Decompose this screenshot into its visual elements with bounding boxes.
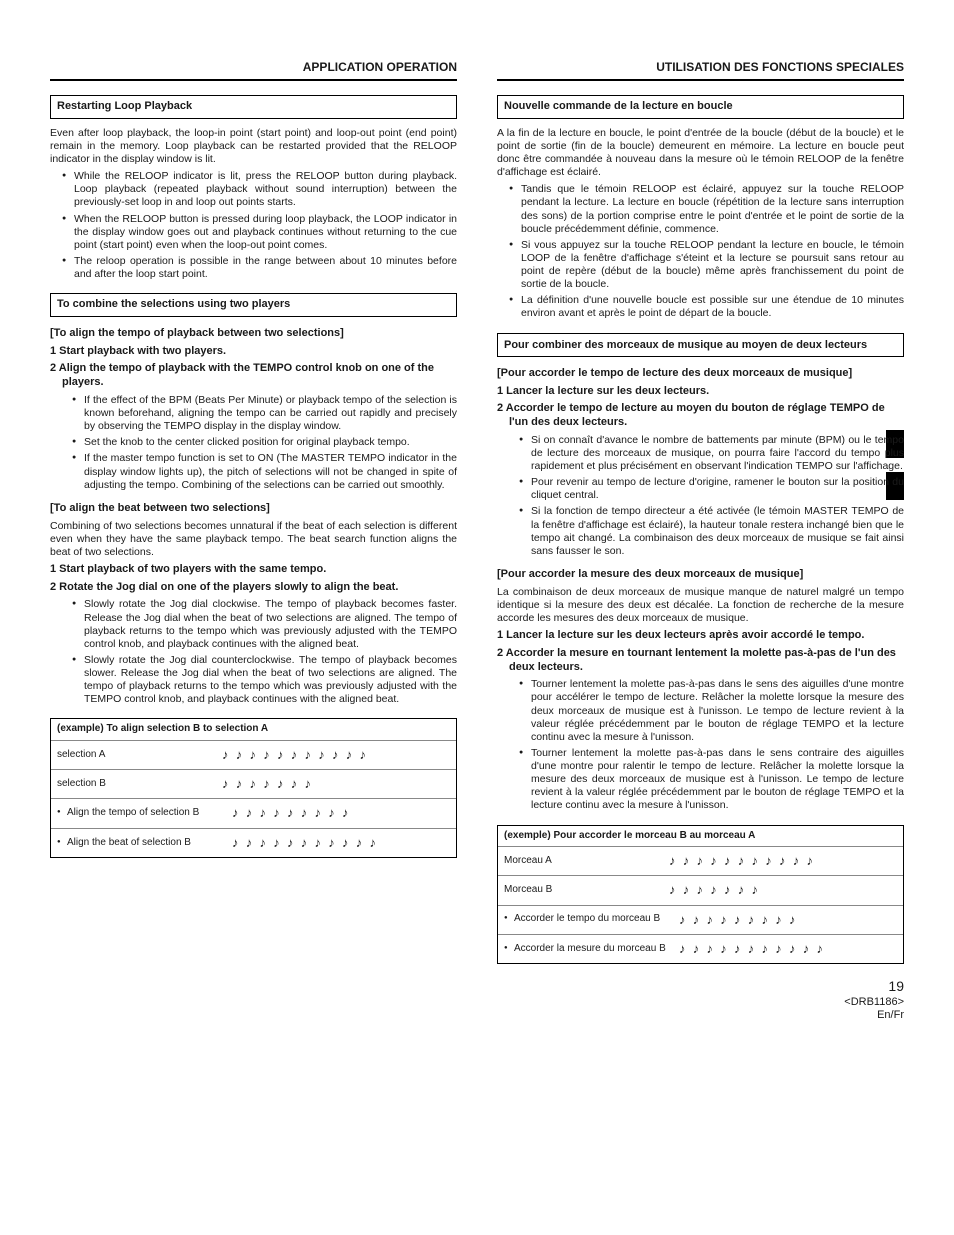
bullet: If the master tempo function is set to O…: [72, 452, 457, 491]
bullet: Slowly rotate the Jog dial counterclockw…: [72, 654, 457, 707]
subhead-accorder-mesure: [Pour accorder la mesure des deux morcea…: [497, 568, 904, 582]
accorder-mesure-sublist: Tourner lentement la molette pas-à-pas d…: [519, 678, 904, 812]
page-number: 19: [497, 978, 904, 996]
subhead-align-beat: [To align the beat between two selection…: [50, 502, 457, 516]
bullet: The reloop operation is possible in the …: [62, 255, 457, 281]
example-box-fr: (exemple) Pour accorder le morceau B au …: [497, 825, 904, 965]
ex-row-label: Morceau A: [504, 855, 669, 868]
lang-label: En/Fr: [497, 1009, 904, 1023]
page-footer: 19 <DRB1186> En/Fr: [497, 978, 904, 1023]
align-tempo-sublist: If the effect of the BPM (Beats Per Minu…: [72, 394, 457, 492]
bullet: Pour revenir au tempo de lecture d'origi…: [519, 476, 904, 502]
bullet: Si vous appuyez sur la touche RELOOP pen…: [509, 239, 904, 292]
example-title: (exemple) Pour accorder le morceau B au …: [498, 826, 903, 847]
step-1: 1 Lancer la lecture sur les deux lecteur…: [497, 385, 904, 399]
step-1b: 1 Lancer la lecture sur les deux lecteur…: [497, 629, 904, 643]
step-1: 1 Start playback with two players.: [50, 345, 457, 359]
music-notes-icon: ♪ ♪ ♪ ♪ ♪ ♪ ♪: [669, 882, 760, 898]
bullet: When the RELOOP button is pressed during…: [62, 213, 457, 252]
header-french: UTILISATION DES FONCTIONS SPECIALES: [497, 60, 904, 81]
bullet: Tandis que le témoin RELOOP est éclairé,…: [509, 183, 904, 236]
ex-row-label: Accorder le tempo du morceau B: [504, 913, 679, 926]
bullet: Tourner lentement la molette pas-à-pas d…: [519, 678, 904, 744]
step-2: 2 Accorder le tempo de lecture au moyen …: [497, 402, 904, 430]
restarting-loop-intro: Even after loop playback, the loop-in po…: [50, 127, 457, 166]
bullet: Si on connaît d'avance le nombre de batt…: [519, 434, 904, 473]
bullet: Si la fonction de tempo directeur a été …: [519, 505, 904, 558]
music-notes-icon: ♪ ♪ ♪ ♪ ♪ ♪ ♪ ♪ ♪ ♪ ♪: [222, 747, 368, 763]
bullet: If the effect of the BPM (Beats Per Minu…: [72, 394, 457, 433]
music-notes-icon: ♪ ♪ ♪ ♪ ♪ ♪ ♪ ♪ ♪ ♪ ♪: [669, 853, 815, 869]
step-1b: 1 Start playback of two players with the…: [50, 563, 457, 577]
header-english: APPLICATION OPERATION: [50, 60, 457, 81]
column-french: UTILISATION DES FONCTIONS SPECIALES Nouv…: [497, 60, 904, 1023]
step-2: 2 Align the tempo of playback with the T…: [50, 362, 457, 390]
align-beat-sublist: Slowly rotate the Jog dial clockwise. Th…: [72, 598, 457, 706]
step-2b: 2 Rotate the Jog dial on one of the play…: [50, 581, 457, 595]
nouvelle-commande-list: Tandis que le témoin RELOOP est éclairé,…: [509, 183, 904, 320]
ex-row-label: Align the beat of selection B: [57, 837, 232, 850]
page-content: APPLICATION OPERATION Restarting Loop Pl…: [50, 60, 904, 1023]
music-notes-icon: ♪ ♪ ♪ ♪ ♪ ♪ ♪ ♪ ♪ ♪ ♪: [679, 941, 825, 957]
nouvelle-commande-intro: A la fin de la lecture en boucle, le poi…: [497, 127, 904, 180]
music-notes-icon: ♪ ♪ ♪ ♪ ♪ ♪ ♪ ♪ ♪ ♪ ♪: [232, 835, 378, 851]
accorder-tempo-sublist: Si on connaît d'avance le nombre de batt…: [519, 434, 904, 558]
bullet: Set the knob to the center clicked posit…: [72, 436, 457, 449]
section-combine-selections: To combine the selections using two play…: [50, 293, 457, 317]
section-nouvelle-commande: Nouvelle commande de la lecture en boucl…: [497, 95, 904, 119]
bullet: Slowly rotate the Jog dial clockwise. Th…: [72, 598, 457, 651]
bullet: While the RELOOP indicator is lit, press…: [62, 170, 457, 209]
ex-row-label: Accorder la mesure du morceau B: [504, 943, 679, 956]
bullet: Tourner lentement la molette pas-à-pas d…: [519, 747, 904, 813]
doc-code: <DRB1186>: [497, 996, 904, 1010]
bullet: La définition d'une nouvelle boucle est …: [509, 294, 904, 320]
example-box-en: (example) To align selection B to select…: [50, 718, 457, 858]
example-title: (example) To align selection B to select…: [51, 719, 456, 740]
ex-row-label: selection A: [57, 749, 222, 762]
section-combiner-morceaux: Pour combiner des morceaux de musique au…: [497, 333, 904, 357]
section-restarting-loop: Restarting Loop Playback: [50, 95, 457, 119]
align-beat-text: Combining of two selections becomes unna…: [50, 520, 457, 559]
ex-row-label: Align the tempo of selection B: [57, 807, 232, 820]
subhead-accorder-tempo: [Pour accorder le tempo de lecture des d…: [497, 367, 904, 381]
ex-row-label: selection B: [57, 778, 222, 791]
column-english: APPLICATION OPERATION Restarting Loop Pl…: [50, 60, 457, 1023]
music-notes-icon: ♪ ♪ ♪ ♪ ♪ ♪ ♪ ♪ ♪: [232, 805, 351, 821]
accorder-mesure-text: La combinaison de deux morceaux de musiq…: [497, 586, 904, 625]
ex-row-label: Morceau B: [504, 884, 669, 897]
music-notes-icon: ♪ ♪ ♪ ♪ ♪ ♪ ♪ ♪ ♪: [679, 912, 798, 928]
step-2b: 2 Accorder la mesure en tournant lenteme…: [497, 647, 904, 675]
subhead-align-tempo: [To align the tempo of playback between …: [50, 327, 457, 341]
restarting-loop-list: While the RELOOP indicator is lit, press…: [62, 170, 457, 281]
music-notes-icon: ♪ ♪ ♪ ♪ ♪ ♪ ♪: [222, 776, 313, 792]
